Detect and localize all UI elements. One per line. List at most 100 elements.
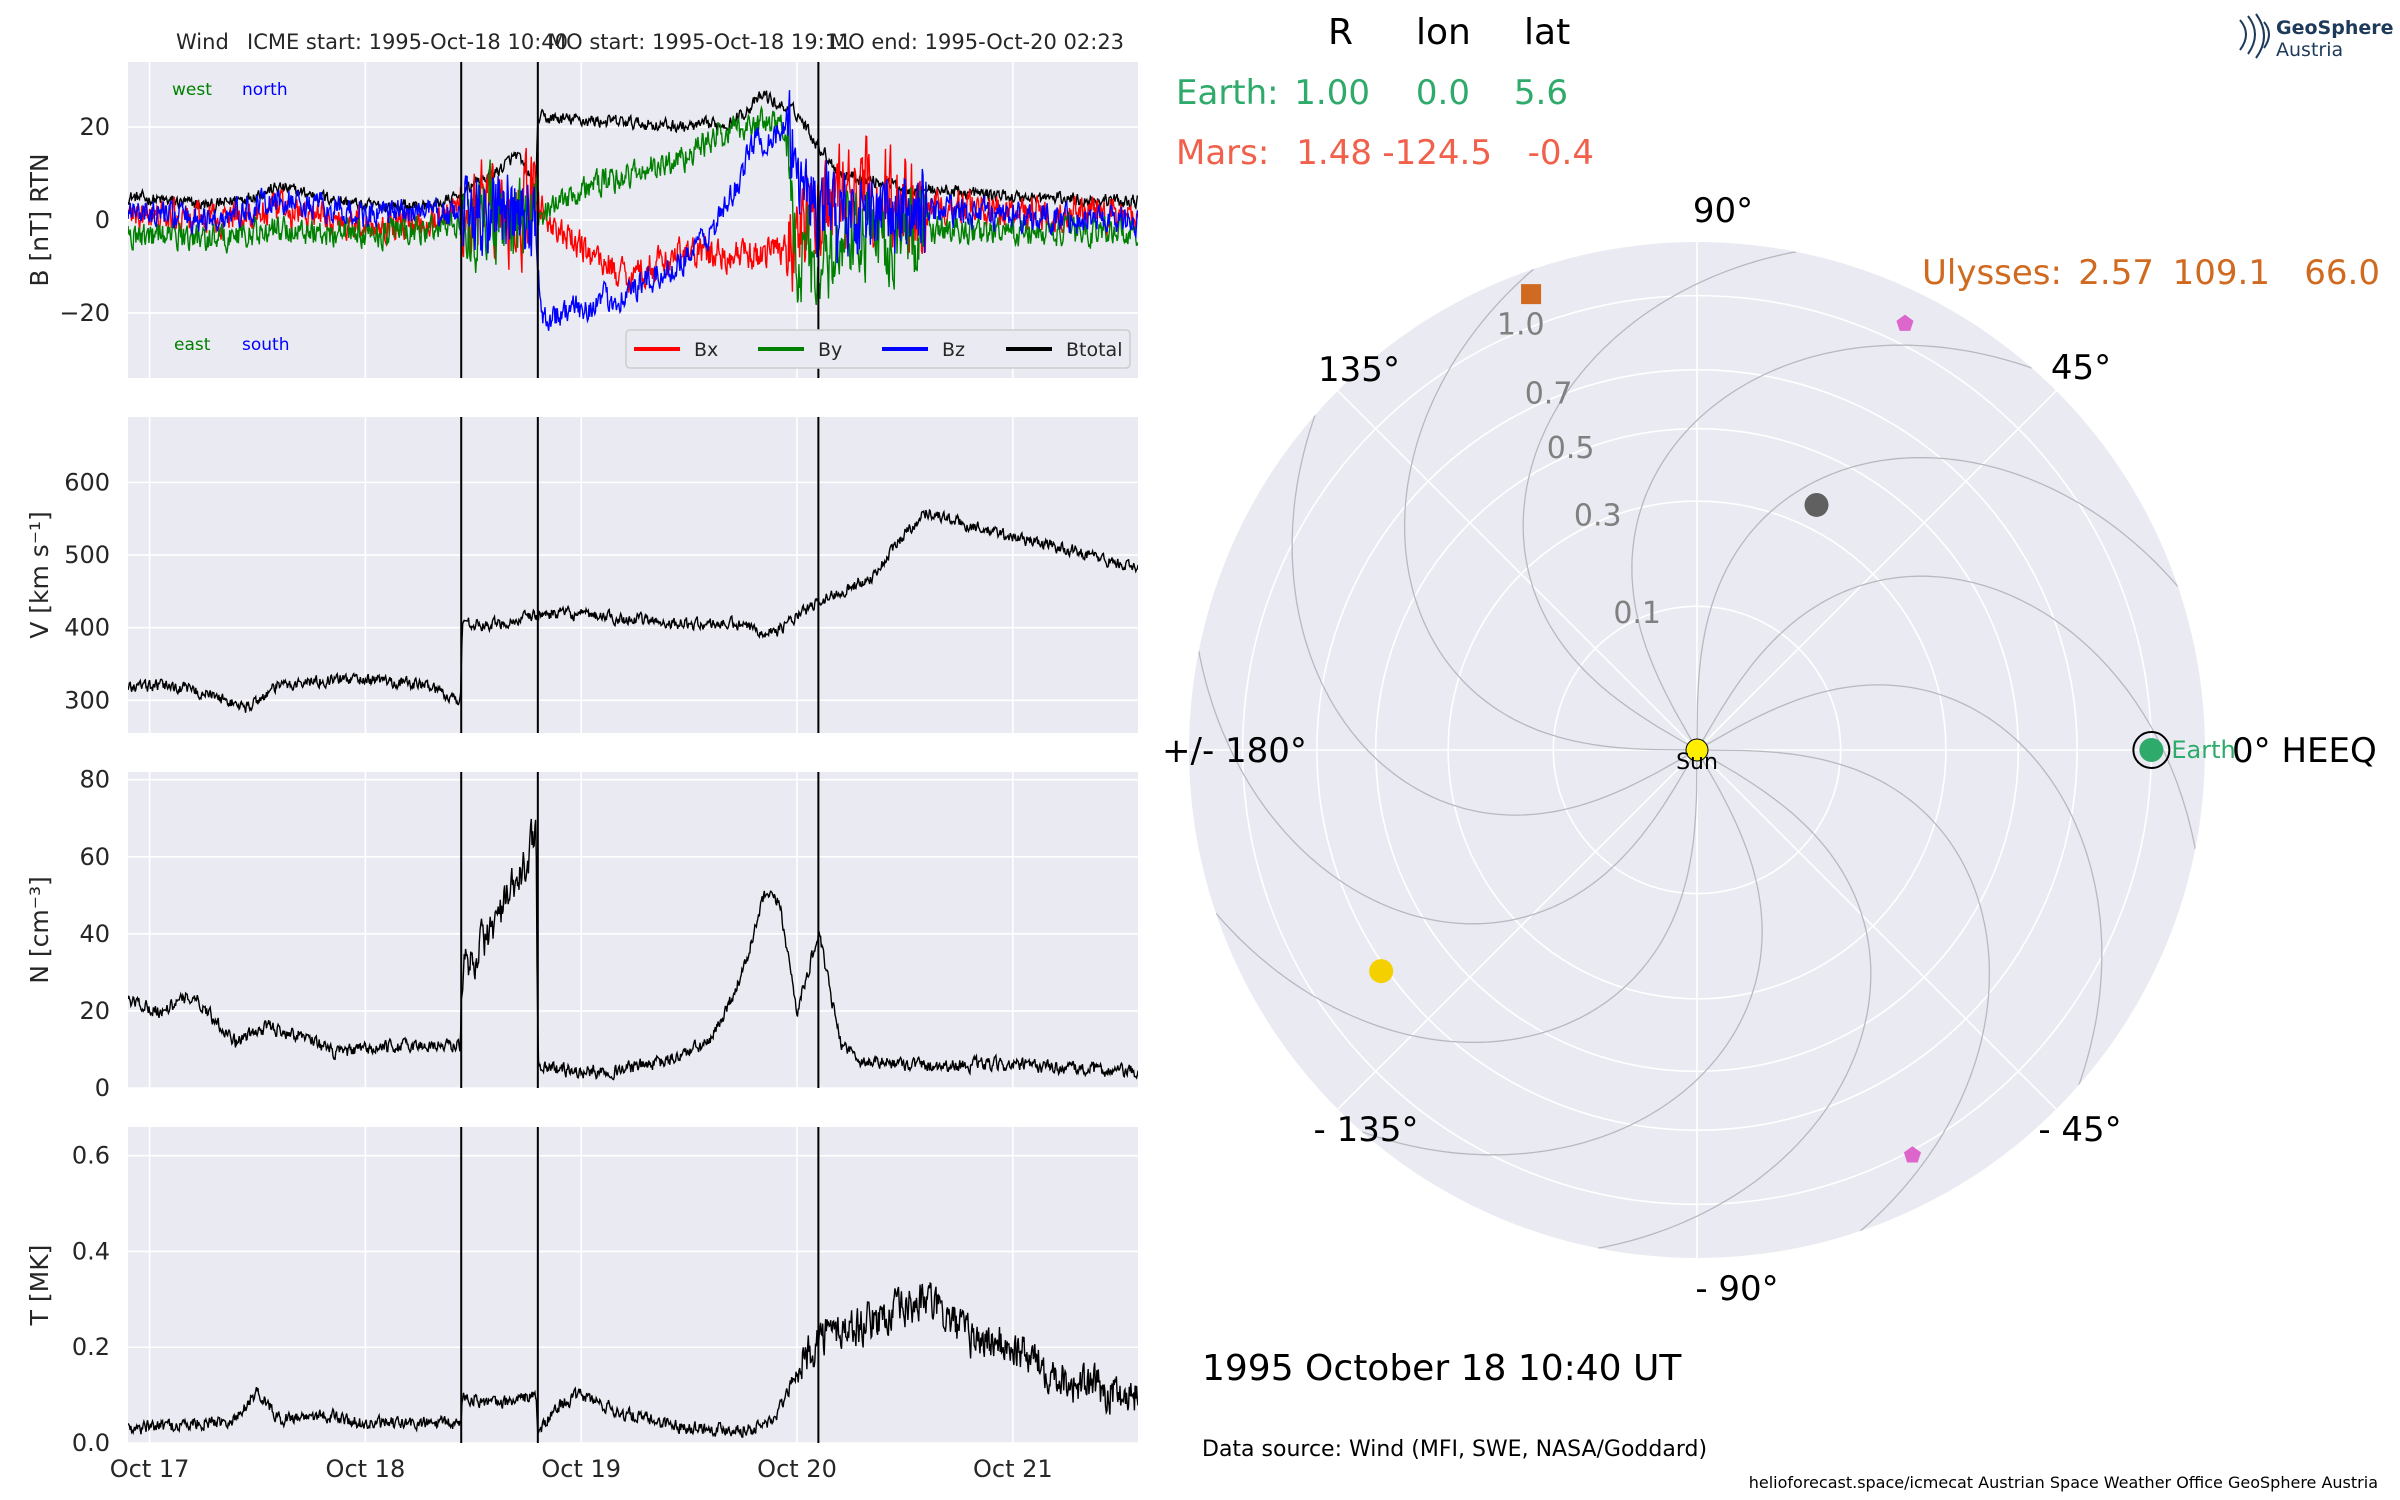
angle-gridline <box>1696 749 2057 1110</box>
parker-spiral <box>1597 749 1872 1249</box>
y-tick-label: 0.6 <box>72 1142 110 1170</box>
y-tick-label: 0 <box>95 1074 110 1102</box>
y-tick-label: −20 <box>59 299 110 327</box>
parker-spiral <box>1215 749 1698 1044</box>
angle-label: 45° <box>2051 348 2111 388</box>
ulysses-lat: 66.0 <box>2304 253 2380 293</box>
parker-spiral <box>1291 414 1698 816</box>
angle-gridline <box>1696 390 2057 751</box>
y-tick-label: 0.4 <box>72 1237 110 1265</box>
col-lat-header: lat <box>1524 12 1570 53</box>
angle-label: - 135° <box>1314 1110 1419 1150</box>
panel-2: 0 20 40 60 80 N [cm⁻³] <box>25 766 1138 1102</box>
radius-gridline <box>1316 369 2078 1131</box>
sun-marker <box>1685 738 1709 762</box>
spacecraft-marker-6 <box>1903 1146 1921 1163</box>
y-tick-label: 0.2 <box>72 1333 110 1361</box>
legend-box <box>625 329 1131 369</box>
y-tick-label: 40 <box>79 920 110 948</box>
y-tick-label: 300 <box>64 686 110 714</box>
y-axis-label: B [nT] RTN <box>25 153 54 286</box>
radius-gridline <box>1447 500 1947 1000</box>
time-series-panels: −20 0 20 B [nT] RTN 300 400 500 600 V [km s⁻¹] 0 2… <box>25 62 1138 1483</box>
earth-name: Earth: <box>1176 73 1279 113</box>
legend-by-label: By <box>818 339 842 361</box>
ulysses-name: Ulysses: <box>1922 253 2062 293</box>
earth-lat: 5.6 <box>1514 73 1568 113</box>
parker-spiral <box>1696 456 2179 751</box>
series-v <box>128 508 1138 713</box>
north-label: north <box>242 80 288 100</box>
series-by <box>128 104 1138 305</box>
positions-table: R lon lat Earth: 1.00 0.0 5.6 Mars: 1.48… <box>1176 12 2380 293</box>
col-r-header: R <box>1328 12 1353 53</box>
b-field-legend: Bx By Bz Btotal <box>625 329 1131 369</box>
mars-name: Mars: <box>1176 133 1269 173</box>
spacecraft-marker-3 <box>1369 959 1394 984</box>
earth-lon: 0.0 <box>1416 73 1470 113</box>
radial-tick-label: 0.3 <box>1574 498 1622 533</box>
east-label: east <box>174 335 211 355</box>
y-tick-label: 600 <box>64 468 110 496</box>
parker-spiral <box>1361 749 1763 1156</box>
y-tick-label: 20 <box>79 113 110 141</box>
angle-gridline <box>1337 749 1698 1110</box>
radius-gridline <box>1374 427 2020 1073</box>
axes-background <box>128 1127 1138 1443</box>
sun-label: Sun <box>1676 750 1718 775</box>
angle-label: 135° <box>1318 350 1400 390</box>
series-bx <box>128 135 1138 293</box>
legend-bz-label: Bz <box>942 339 965 361</box>
south-label: south <box>242 335 289 355</box>
radial-tick-label: 0.7 <box>1525 377 1573 412</box>
y-axis-label: N [cm⁻³] <box>25 876 54 983</box>
logo-line1: GeoSphere <box>2276 17 2394 39</box>
angle-label: - 45° <box>2038 1110 2121 1150</box>
legend-btotal-label: Btotal <box>1066 339 1122 361</box>
axes-background <box>128 417 1138 733</box>
geosphere-logo-icon <box>2239 13 2270 59</box>
earth-label: Earth <box>2171 736 2235 764</box>
panel-1: 300 400 500 600 V [km s⁻¹] <box>25 417 1138 733</box>
footer-credits: helioforecast.space/icmecat Austrian Spa… <box>1749 1473 2378 1492</box>
spacecraft-marker-2 <box>1804 492 1829 517</box>
x-tick-label: Oct 19 <box>541 1455 621 1483</box>
ulysses-r: 2.57 <box>2078 253 2154 293</box>
y-tick-label: 0 <box>95 206 110 234</box>
y-tick-label: 0.0 <box>72 1429 110 1457</box>
panel-0: −20 0 20 B [nT] RTN <box>25 62 1138 378</box>
y-tick-label: 20 <box>79 997 110 1025</box>
mo-end-label: MO end: 1995-Oct-20 02:23 <box>830 30 1124 54</box>
header: Wind ICME start: 1995-Oct-18 10:40 MO st… <box>176 30 1124 54</box>
logo: GeoSphere Austria <box>2239 13 2394 61</box>
angle-label: 0° HEEQ <box>2232 731 2377 771</box>
y-axis-label: T [MK] <box>25 1245 54 1327</box>
earth-ring <box>2132 731 2171 769</box>
series-t <box>128 1281 1138 1438</box>
angle-label: - 90° <box>1695 1269 1778 1309</box>
y-tick-label: 400 <box>64 614 110 642</box>
ulysses-lon: 109.1 <box>2173 253 2270 293</box>
parker-spiral <box>1631 344 2033 751</box>
mo-start-label: MO start: 1995-Oct-18 19:11 <box>548 30 851 54</box>
series-bz <box>128 90 1138 331</box>
mars-r: 1.48 <box>1296 133 1372 173</box>
radius-gridline <box>1552 605 1842 895</box>
col-lon-header: lon <box>1416 12 1471 53</box>
x-tick-label: Oct 20 <box>757 1455 837 1483</box>
earth-r: 1.00 <box>1294 73 1370 113</box>
parker-spiral <box>1522 251 1797 751</box>
earth-marker <box>2139 738 2164 762</box>
b-field-annotations: west north east south <box>172 80 289 355</box>
spacecraft-marker-4 <box>1521 284 1542 305</box>
y-tick-label: 500 <box>64 541 110 569</box>
spacecraft-marker-5 <box>1896 314 1914 331</box>
radial-tick-label: 1.0 <box>1497 308 1545 343</box>
data-source: Data source: Wind (MFI, SWE, NASA/Goddar… <box>1202 1437 1707 1462</box>
parker-spiral <box>1198 650 1698 925</box>
x-tick-label: Oct 21 <box>973 1455 1053 1483</box>
y-tick-label: 80 <box>79 766 110 794</box>
parker-spiral <box>1696 684 2103 1086</box>
parker-spiral <box>1403 268 1698 751</box>
